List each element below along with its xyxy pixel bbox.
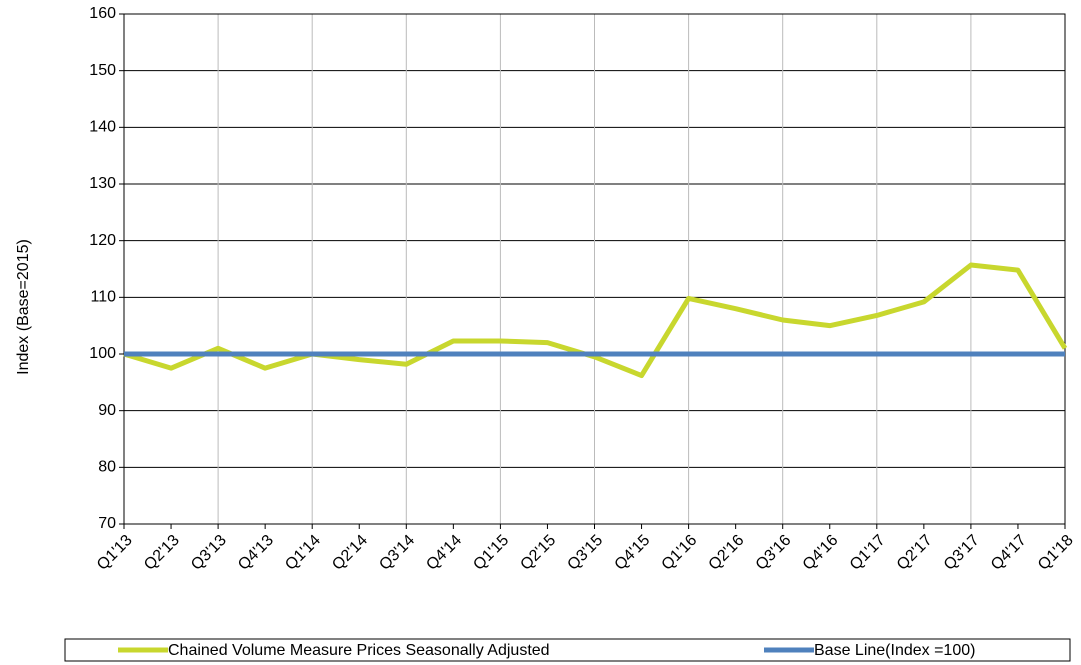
y-tick-label: 130 [89, 175, 116, 192]
x-tick-label: Q3'17 [941, 532, 983, 574]
x-tick-label: Q2'17 [894, 532, 936, 574]
y-tick-label: 140 [89, 119, 116, 136]
x-tick-label: Q4'13 [235, 532, 277, 574]
y-tick-label: 150 [89, 62, 116, 79]
y-tick-label: 80 [98, 459, 116, 476]
x-tick-label: Q4'16 [800, 532, 842, 574]
x-tick-label: Q1'13 [94, 532, 136, 574]
legend-label: Base Line(Index =100) [814, 642, 975, 659]
y-tick-label: 110 [90, 289, 116, 306]
x-tick-label: Q3'15 [564, 532, 606, 574]
x-tick-label: Q3'16 [753, 532, 795, 574]
legend-box [64, 638, 1071, 662]
y-tick-label: 120 [89, 232, 116, 249]
x-tick-label: Q1'15 [470, 532, 512, 574]
x-tick-label: Q1'16 [659, 532, 701, 574]
x-tick-label: Q3'13 [188, 532, 230, 574]
x-tick-label: Q1'17 [847, 532, 889, 574]
x-tick-label: Q2'15 [517, 532, 559, 574]
x-tick-label: Q4'15 [611, 532, 653, 574]
x-tick-label: Q1'14 [282, 532, 324, 574]
x-tick-label: Q4'17 [988, 532, 1030, 574]
x-tick-label: Q4'14 [423, 532, 465, 574]
y-tick-label: 90 [98, 402, 116, 419]
y-tick-label: 70 [98, 515, 116, 532]
line-series [123, 262, 1068, 379]
legend-label: Chained Volume Measure Prices Seasonally… [168, 642, 550, 659]
x-tick-label: Q2'16 [706, 532, 748, 574]
plot-frame [123, 13, 1066, 525]
x-tick-label: Q3'14 [376, 532, 418, 574]
y-tick-label: 160 [89, 5, 116, 22]
x-tick-label: Q2'14 [329, 532, 371, 574]
y-axis-label: Index (Base=2015) [15, 239, 32, 375]
x-tick-label: Q2'13 [141, 532, 183, 574]
x-tick-label: Q1'18 [1035, 532, 1077, 574]
y-tick-label: 100 [89, 345, 116, 362]
